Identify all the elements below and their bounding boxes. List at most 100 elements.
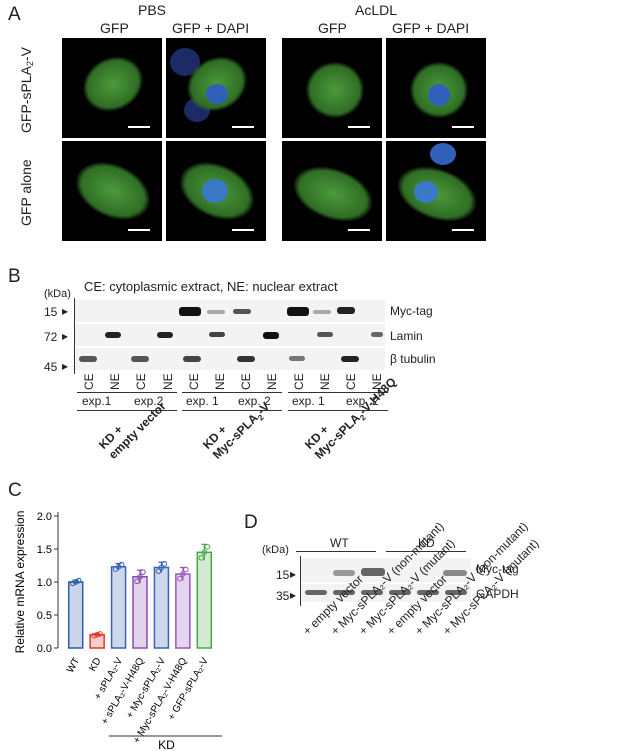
data-point <box>118 561 125 568</box>
data-point <box>177 575 183 582</box>
x-tick-label: WT <box>65 656 82 675</box>
bracket-group2 <box>182 392 282 393</box>
col-gfp-label-1: GFP <box>100 20 129 36</box>
blot-b-left-edge <box>74 298 75 374</box>
micrograph-pbs-merge-spla2 <box>166 38 266 138</box>
data-point <box>72 579 79 585</box>
group-pbs-label: PBS <box>138 2 167 18</box>
lane-label-b: CE <box>82 373 96 390</box>
bracket-wt <box>296 551 376 552</box>
bar <box>132 575 148 649</box>
exp-label-4: exp. 2 <box>238 394 271 408</box>
marker-45: 45 <box>44 360 58 374</box>
bar <box>110 566 127 649</box>
marker-arrow-45: ▸ <box>62 359 69 373</box>
bar <box>175 573 191 649</box>
micrograph-pbs-gfp-alone <box>62 141 162 241</box>
panel-d-label: D <box>244 512 258 533</box>
y-tick-label: 2.0 <box>37 511 52 523</box>
blot-d-gapdh <box>301 584 471 602</box>
band-label-lamin: Lamin <box>390 329 423 343</box>
row-gfp-spla2-label: GFP-sPLA2-V <box>18 47 35 133</box>
marker-72: 72 <box>44 330 58 344</box>
micrograph-acldl-gfp-alone <box>282 141 382 241</box>
exp-label-2: exp.2 <box>134 394 164 408</box>
col-merge-label-2: GFP + DAPI <box>392 20 470 36</box>
row-gfp-alone-label: GFP alone <box>18 159 34 227</box>
blot-d-left-edge <box>300 556 301 606</box>
underline-group2 <box>182 410 282 411</box>
micrograph-pbs-gfp-spla2 <box>62 38 162 138</box>
lane-label-b: NE <box>160 373 175 390</box>
fraction-legend: CE: cytoplasmic extract, NE: nuclear ext… <box>84 279 338 294</box>
data-point <box>140 569 146 575</box>
bar <box>153 566 170 649</box>
blot-myc-tag <box>75 300 385 322</box>
band-label-myc: Myc-tag <box>390 304 433 318</box>
data-point <box>183 566 189 573</box>
exp-label-6: exp. 2 <box>346 394 379 408</box>
blot-lamin <box>75 324 385 346</box>
marker-15: 15 <box>44 305 58 319</box>
blot-d-myc-tag <box>301 558 471 582</box>
data-point <box>137 573 143 580</box>
data-point <box>75 577 82 584</box>
bar <box>67 581 84 649</box>
panel-a-label: A <box>8 4 21 25</box>
data-point <box>94 632 100 638</box>
bracket-kd <box>386 551 466 552</box>
kda-label-d: (kDa) <box>262 544 289 556</box>
col-gfp-label-2: GFP <box>318 20 347 36</box>
panel-b-label: B <box>8 266 21 287</box>
marker-d-arrow-35: ▸ <box>290 588 297 602</box>
exp-label-1: exp.1 <box>82 394 112 408</box>
y-tick-label: 0.0 <box>37 643 52 655</box>
lane-label-b: NE <box>213 373 227 390</box>
lane-label-b: CE <box>186 373 201 390</box>
kda-label-b: (kDa) <box>44 288 71 300</box>
band-label-d-myc: Myc-tag <box>476 562 519 576</box>
y-axis-label: Relative mRNA expression <box>13 511 27 654</box>
micrograph-acldl-merge-alone <box>386 141 486 241</box>
lane-label-b: CE <box>239 373 254 390</box>
lane-label-b: CE <box>134 373 149 390</box>
micrograph-acldl-gfp-spla2 <box>282 38 382 138</box>
data-point <box>69 580 76 587</box>
data-point <box>161 560 168 567</box>
group-wt-label: WT <box>330 536 349 550</box>
blot-beta-tubulin <box>75 348 385 370</box>
marker-d-15: 15 <box>276 568 290 582</box>
data-point <box>201 549 208 556</box>
exp-label-5: exp. 1 <box>292 394 325 408</box>
y-tick-label: 0.5 <box>37 610 52 622</box>
group-kd-label: KD <box>418 536 435 550</box>
y-tick-label: 1.5 <box>37 544 52 556</box>
panel-c-label: C <box>8 480 22 501</box>
micrograph-pbs-merge-alone <box>166 141 266 241</box>
underline-group3 <box>288 410 388 411</box>
data-point <box>155 568 162 574</box>
kd-label: KD <box>158 738 175 751</box>
marker-d-arrow-15: ▸ <box>290 567 297 581</box>
lane-label-b: CE <box>291 373 306 390</box>
lane-label-b: NE <box>317 373 332 390</box>
bracket-group3 <box>288 392 388 393</box>
data-point <box>204 543 211 550</box>
marker-arrow-72: ▸ <box>62 329 69 343</box>
underline-group1 <box>77 410 177 411</box>
lane-label-b: NE <box>108 373 123 390</box>
lane-label-b: NE <box>265 373 280 390</box>
micrograph-acldl-merge-spla2 <box>386 38 486 138</box>
col-merge-label-1: GFP + DAPI <box>172 20 250 36</box>
bar <box>196 551 213 649</box>
data-point <box>97 631 103 637</box>
x-tick-label: KD <box>87 656 103 674</box>
marker-d-35: 35 <box>276 589 290 603</box>
y-tick-label: 1.0 <box>37 577 52 589</box>
exp-label-3: exp. 1 <box>186 394 219 408</box>
data-point <box>158 564 165 571</box>
bracket-group1 <box>77 392 177 393</box>
data-point <box>198 555 205 561</box>
bar-chart-mrna: 0.0 0.5 1.0 1.5 2.0 Relative mRNA expression W… <box>13 511 222 751</box>
band-label-d-gapdh: GAPDH <box>476 587 519 601</box>
